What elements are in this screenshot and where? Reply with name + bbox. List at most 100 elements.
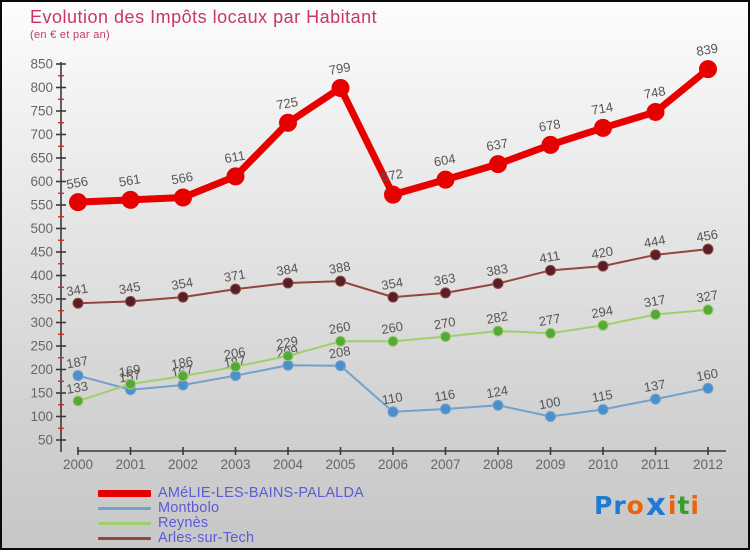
svg-text:208: 208 — [328, 343, 352, 362]
svg-text:363: 363 — [433, 270, 457, 289]
svg-text:124: 124 — [485, 383, 509, 402]
svg-text:714: 714 — [590, 99, 614, 118]
legend-label: Reynès — [158, 515, 209, 531]
series-1: 187157167187209208110116124100115137160 — [65, 343, 719, 422]
legend-label: AMéLIE-LES-BAINS-PALALDA — [158, 485, 364, 501]
logo-letter: r — [613, 491, 627, 520]
svg-text:250: 250 — [30, 339, 53, 354]
legend-item: AMéLIE-LES-BAINS-PALALDA — [98, 485, 364, 501]
series-3: 341 345 354 371 384 388 354 363 383 411 420 444 456 — [65, 226, 719, 309]
legend-swatch-reynes — [98, 522, 151, 525]
svg-text:556: 556 — [65, 173, 89, 192]
page-subtitle: (en € et par an) — [30, 29, 111, 41]
svg-text:137: 137 — [643, 376, 667, 395]
svg-text:2005: 2005 — [325, 457, 355, 472]
svg-text:550: 550 — [30, 198, 53, 213]
svg-text:2004: 2004 — [273, 457, 304, 472]
legend-item: Montbolo — [98, 500, 364, 516]
svg-text:604: 604 — [433, 151, 457, 170]
svg-text:2006: 2006 — [378, 457, 408, 472]
svg-text:2007: 2007 — [430, 457, 460, 472]
svg-text:282: 282 — [485, 308, 509, 327]
chart-legend: AMéLIE-LES-BAINS-PALALDA Montbolo Reynès… — [98, 485, 364, 547]
svg-text:100: 100 — [30, 409, 53, 424]
svg-text:133: 133 — [65, 378, 89, 397]
svg-text:611: 611 — [223, 148, 246, 166]
svg-text:50: 50 — [38, 433, 53, 448]
svg-text:420: 420 — [590, 243, 614, 262]
svg-text:411: 411 — [538, 248, 561, 266]
svg-text:2012: 2012 — [693, 457, 723, 472]
svg-text:384: 384 — [275, 260, 299, 279]
y-axis: 50 100 150 200 250 300 350 400 450 500 550 600 650 70… — [30, 57, 66, 452]
svg-text:850: 850 — [30, 57, 53, 72]
svg-text:341: 341 — [65, 281, 89, 300]
logo-letter: i — [690, 491, 700, 520]
svg-text:700: 700 — [30, 127, 53, 142]
logo-letter: o — [626, 491, 645, 520]
legend-swatch-montbolo — [98, 507, 151, 510]
svg-text:187: 187 — [65, 353, 89, 372]
svg-text:2010: 2010 — [588, 457, 618, 472]
svg-text:260: 260 — [380, 319, 404, 338]
svg-text:229: 229 — [275, 333, 299, 352]
series-2: 133 169 186 206 229 260 260 270 282 277 294 317 327 — [65, 287, 719, 407]
svg-text:566: 566 — [170, 169, 194, 188]
svg-text:206: 206 — [223, 344, 247, 363]
svg-text:2001: 2001 — [115, 457, 145, 472]
series-0: 556 561 566 611 725 799 572 604 637 678 714 748 839 — [65, 40, 719, 212]
svg-text:110: 110 — [381, 389, 404, 407]
svg-text:637: 637 — [485, 135, 509, 154]
svg-text:260: 260 — [328, 319, 352, 338]
svg-text:300: 300 — [30, 315, 53, 330]
svg-text:317: 317 — [643, 292, 667, 311]
svg-text:561: 561 — [118, 171, 142, 190]
svg-text:345: 345 — [118, 279, 142, 298]
svg-text:650: 650 — [30, 151, 53, 166]
svg-text:750: 750 — [30, 104, 53, 119]
legend-swatch-amelie — [98, 490, 151, 497]
legend-item: Reynès — [98, 515, 364, 531]
svg-text:500: 500 — [30, 221, 53, 236]
svg-text:444: 444 — [643, 232, 667, 251]
logo-letter: x — [645, 487, 667, 523]
svg-text:725: 725 — [275, 94, 299, 113]
x-axis: 2000 2001 2002 2003 2004 2005 2006 2007 2008 2009… — [63, 447, 726, 472]
svg-text:150: 150 — [30, 386, 53, 401]
svg-text:2011: 2011 — [641, 457, 670, 472]
svg-text:294: 294 — [590, 303, 614, 322]
svg-text:270: 270 — [433, 314, 457, 333]
svg-text:800: 800 — [30, 80, 53, 95]
svg-text:169: 169 — [118, 361, 142, 380]
svg-text:456: 456 — [695, 226, 719, 245]
svg-text:186: 186 — [170, 353, 194, 372]
svg-text:327: 327 — [695, 287, 719, 306]
svg-text:2000: 2000 — [63, 457, 93, 472]
legend-label: Montbolo — [158, 500, 220, 516]
svg-text:200: 200 — [30, 362, 53, 377]
logo-letter: i — [667, 491, 678, 520]
logo-letter: P — [594, 491, 614, 520]
svg-text:115: 115 — [591, 387, 614, 405]
svg-text:400: 400 — [30, 268, 53, 283]
svg-text:350: 350 — [30, 292, 53, 307]
svg-text:157: 157 — [118, 367, 142, 386]
svg-text:116: 116 — [433, 386, 456, 404]
svg-text:839: 839 — [695, 40, 719, 59]
svg-text:2003: 2003 — [220, 457, 250, 472]
svg-text:100: 100 — [538, 394, 562, 413]
legend-item: Arles-sur-Tech — [98, 530, 364, 546]
svg-text:600: 600 — [30, 174, 53, 189]
page-title: Evolution des Impôts locaux par Habitant — [30, 7, 378, 27]
svg-text:371: 371 — [223, 266, 247, 285]
svg-text:572: 572 — [380, 166, 404, 185]
svg-text:160: 160 — [695, 366, 719, 385]
svg-text:388: 388 — [328, 258, 352, 277]
svg-text:383: 383 — [485, 261, 509, 280]
legend-label: Arles-sur-Tech — [158, 530, 255, 546]
svg-text:450: 450 — [30, 245, 53, 260]
svg-text:799: 799 — [328, 59, 352, 78]
